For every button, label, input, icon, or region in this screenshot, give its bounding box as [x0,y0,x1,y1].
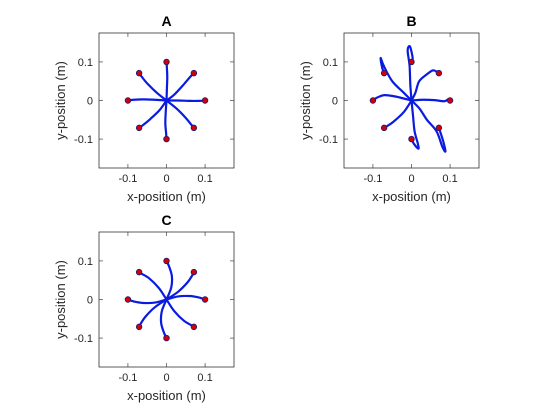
x-tick-label: 0 [408,173,414,185]
trajectory-line [379,56,413,102]
y-tick-label: 0.1 [323,57,338,69]
x-axis-label: x-position (m) [127,189,206,204]
panel-A: -0.1 0 0.1 -0.1 0 0.1 Ax-position (m) y-positio… [53,13,235,204]
trajectory-line [410,99,420,150]
plot-area [369,45,454,153]
y-tick-label: -0.1 [74,333,93,345]
target-marker [408,135,415,143]
target-marker [435,124,443,132]
target-marker [201,97,209,104]
panel-B: -0.1 0 0.1 -0.1 0 0.1 Bx-position (m) y-positio… [298,13,480,204]
trajectory-line [165,294,207,301]
panel-title: C [161,212,171,228]
panel-title: B [406,13,416,29]
target-marker [408,58,415,66]
target-marker [163,334,170,342]
target-marker [135,268,143,276]
target-marker [380,69,388,77]
x-tick-label: -0.1 [118,173,137,185]
trajectory-line [406,45,414,102]
trajectory-line [410,99,447,153]
target-marker [124,296,132,303]
panel-C: -0.1 0 0.1 -0.1 0 0.1 Cx-position (m) y-positio… [53,212,235,403]
target-marker [369,97,377,104]
y-axis-label: y-position (m) [298,61,313,140]
trajectory-line [165,60,169,102]
target-marker [201,296,209,303]
x-tick-label: 0.1 [197,372,212,384]
y-tick-label: -0.1 [74,134,93,146]
y-tick-label: 0.1 [78,57,93,69]
target-marker [446,97,454,104]
x-tick-label: 0.1 [197,173,212,185]
y-tick-label: -0.1 [319,134,338,146]
x-axis-label: x-position (m) [372,189,451,204]
x-tick-label: -0.1 [118,372,137,384]
plot-area [124,257,209,342]
target-marker [190,69,198,77]
target-marker [190,268,198,276]
target-marker [163,135,170,143]
trajectory-line [126,98,168,102]
trajectory-line [165,259,174,301]
y-tick-label: 0.1 [78,256,93,268]
target-marker [135,124,143,132]
y-axis-label: y-position (m) [53,61,68,140]
target-marker [135,69,143,77]
target-marker [124,97,132,104]
trajectory-line [138,99,168,129]
panel-title: A [161,13,171,29]
x-tick-label: 0 [163,173,169,185]
x-tick-label: 0.1 [442,173,457,185]
trajectory-line [138,72,168,102]
target-marker [135,323,143,331]
trajectory-line [164,99,168,141]
target-marker [435,69,443,77]
target-marker [380,124,388,132]
y-axis-label: y-position (m) [53,260,68,339]
x-tick-label: -0.1 [363,173,382,185]
target-marker [190,323,198,331]
x-axis-label: x-position (m) [127,388,206,403]
target-marker [163,257,170,265]
y-tick-label: 0 [332,96,338,108]
plot-area [124,58,209,143]
trajectory-line [159,298,168,340]
y-tick-label: 0 [87,96,93,108]
trajectory-line [126,298,168,305]
x-tick-label: 0 [163,372,169,384]
target-marker [163,58,170,66]
y-tick-label: 0 [87,295,93,307]
target-marker [190,124,198,132]
